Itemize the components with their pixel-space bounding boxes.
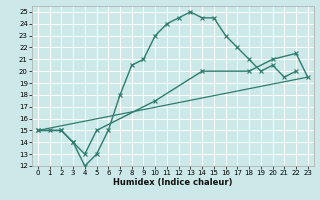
X-axis label: Humidex (Indice chaleur): Humidex (Indice chaleur) <box>113 178 233 187</box>
